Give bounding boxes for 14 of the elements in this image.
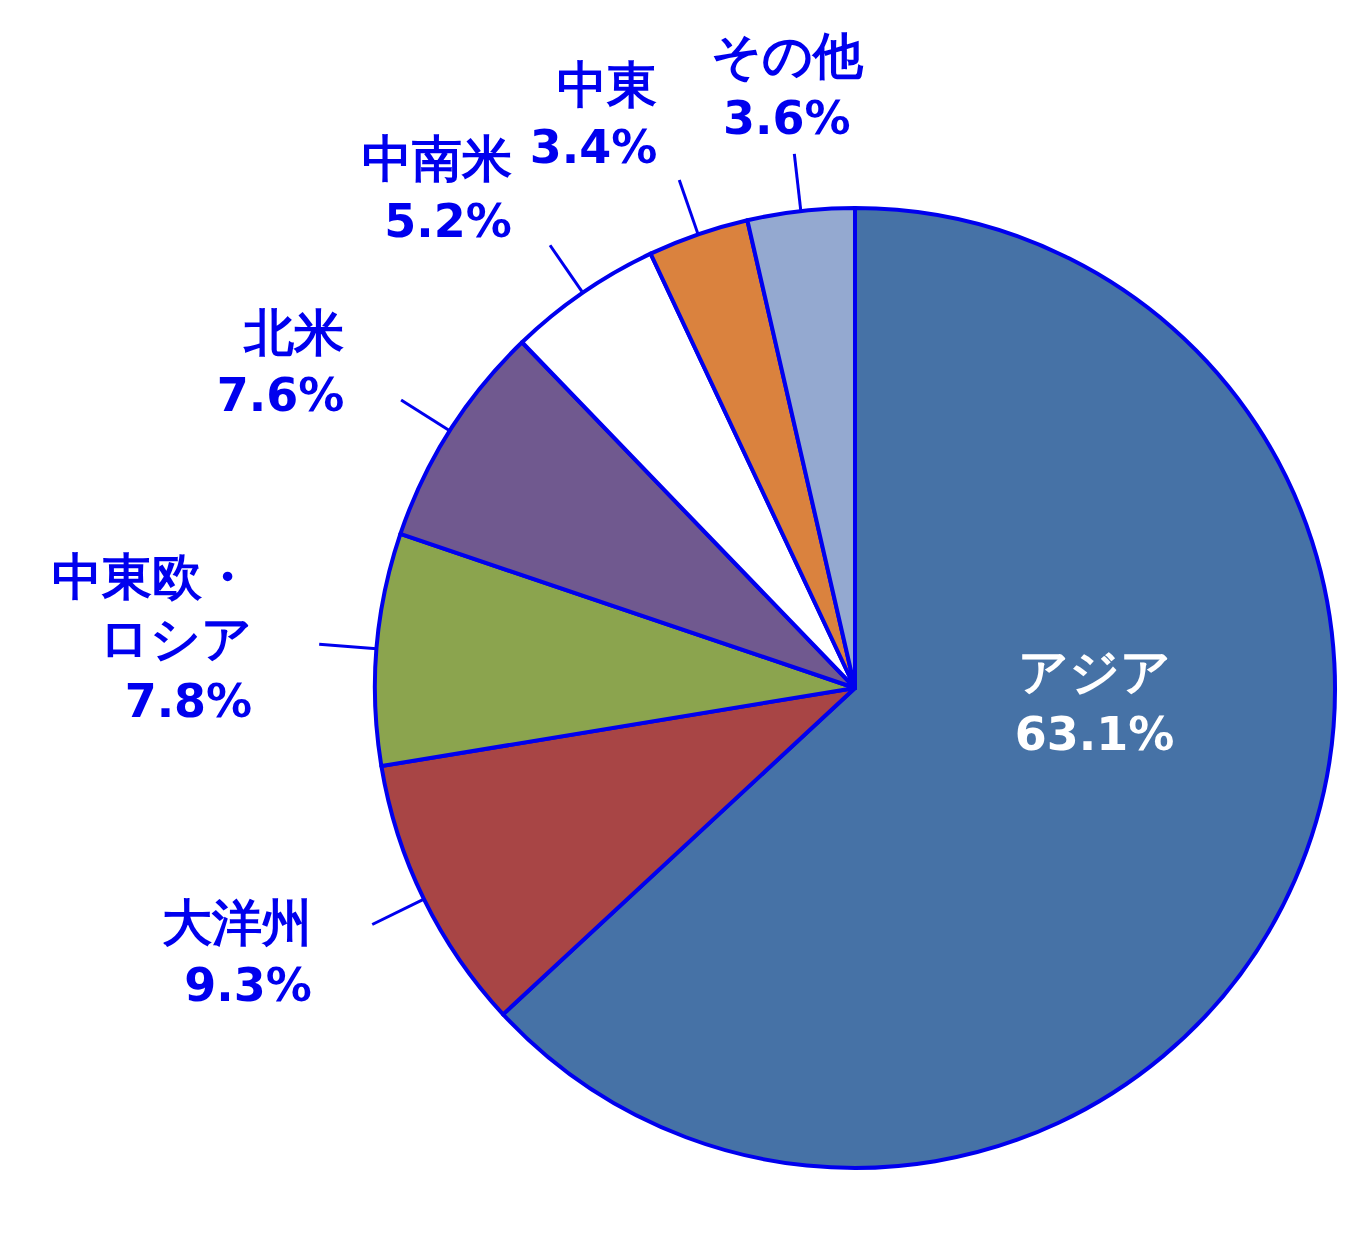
data-label: 3.6% <box>722 91 851 146</box>
data-label: 9.3% <box>184 958 312 1013</box>
slice-label: アジア <box>1018 642 1172 701</box>
data-label: 7.8% <box>124 673 253 728</box>
slice-label: その他 <box>710 27 864 86</box>
slice-label: 中南米 <box>361 129 512 188</box>
data-label: 7.6% <box>216 367 345 422</box>
slice-label: 中東 <box>557 56 658 115</box>
data-label: 3.4% <box>529 120 658 175</box>
data-label: 5.2% <box>384 193 512 248</box>
slice-label: 中東欧・ロシア <box>52 547 253 668</box>
legend-label: 大洋州 <box>161 894 312 953</box>
data-label: 63.1% <box>1014 706 1175 761</box>
slice-label: 北米 <box>243 303 345 362</box>
